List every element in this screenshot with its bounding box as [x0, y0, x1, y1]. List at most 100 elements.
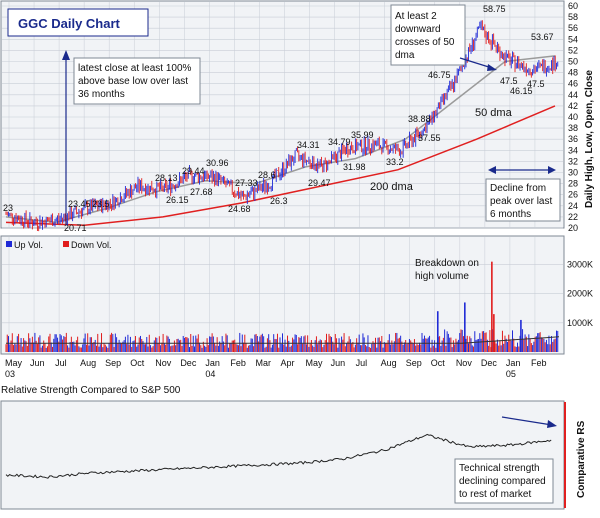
legend-down-label: Down Vol. [71, 240, 112, 250]
rs-note-box [454, 458, 554, 504]
x-tick-label: Jul [55, 358, 67, 368]
cross-note-box [390, 4, 466, 66]
price-y-tick: 56 [568, 23, 578, 33]
price-label-34-79: 34.79 [328, 137, 351, 147]
price-label-28-6: 28.6 [258, 170, 276, 180]
price-label-23: 23 [3, 203, 13, 213]
decline-note-line-2: peak over last [490, 196, 552, 207]
x-tick-label: Oct [130, 358, 145, 368]
x-tick-label: Nov [155, 358, 172, 368]
x-tick-label: Oct [431, 358, 446, 368]
chart-title: GGC Daily Chart [18, 16, 121, 31]
price-label-37-55: 37.55 [418, 133, 441, 143]
legend-up-swatch [6, 241, 12, 247]
x-tick-label: Jan [205, 358, 220, 368]
base-note-box [73, 57, 201, 105]
base-note-line-2: above base low over last [78, 76, 188, 87]
price-label-33-2: 33.2 [386, 157, 404, 167]
price-label-29-47: 29.47 [308, 178, 331, 188]
price-y-tick: 38 [568, 123, 578, 133]
price-label-46-75: 46.75 [428, 70, 451, 80]
cross-arrow-head [487, 64, 497, 71]
x-tick-label: Dec [481, 358, 498, 368]
volume-y-tick: 2000K [567, 289, 593, 299]
legend-down-swatch [63, 241, 69, 247]
volume-bars [5, 261, 560, 352]
x-tick-label: Nov [456, 358, 473, 368]
price-panel [0, 0, 565, 229]
rs-line [5, 433, 552, 479]
price-label-23-45: 23.45 [68, 199, 91, 209]
x-year-label: 05 [506, 369, 516, 379]
price-y-tick: 40 [568, 112, 578, 122]
price-label-28-13: 28.13 [155, 173, 178, 183]
x-tick-label: Mar [255, 358, 271, 368]
price-y-tick: 54 [568, 34, 578, 44]
decline-note-line-3: 6 months [490, 209, 531, 220]
price-label-20-71: 20.71 [64, 223, 87, 233]
price-y-tick: 26 [568, 190, 578, 200]
volume-average-line [6, 336, 560, 344]
price-bars [5, 20, 559, 232]
price-label-29-44: 29.44 [182, 166, 205, 176]
price-label-26-3: 26.3 [270, 196, 288, 206]
cross-note-line-1: At least 2 [395, 11, 437, 22]
volume-y-ticks: 1000K 2000K 3000K [567, 260, 593, 328]
breakdown-note-line-1: Breakdown on [415, 258, 479, 269]
x-year-label: 04 [205, 369, 215, 379]
rs-line-group [5, 433, 552, 479]
legend-up-label: Up Vol. [14, 240, 43, 250]
x-tick-label: Dec [180, 358, 197, 368]
price-y-tick: 44 [568, 90, 578, 100]
x-tick-label: Jun [331, 358, 346, 368]
price-y-tick: 34 [568, 145, 578, 155]
price-y-tick: 50 [568, 57, 578, 67]
price-y-tick: 60 [568, 1, 578, 11]
price-label-23-5: 23.5 [92, 199, 110, 209]
base-note-line-1: latest close at least 100% [78, 63, 192, 74]
price-label-35-99: 35.99 [351, 130, 374, 140]
price-y-tick: 58 [568, 12, 578, 22]
x-axis: May Jun Jul Aug Sep Oct Nov Dec Jan Feb Mar Apr May J… [5, 358, 546, 379]
x-tick-label: Aug [80, 358, 96, 368]
decline-note-box [485, 178, 561, 222]
price-label-31-98: 31.98 [343, 162, 366, 172]
x-tick-label: Sep [406, 358, 422, 368]
cross-note-line-3: crosses of 50 [395, 37, 455, 48]
cross-note-line-2: downward [395, 24, 441, 35]
price-y-tick: 32 [568, 156, 578, 166]
price-y-tick: 28 [568, 179, 578, 189]
rs-note-line-3: to rest of market [459, 489, 531, 500]
price-label-30-96: 30.96 [206, 158, 229, 168]
ma200-label: 200 dma [370, 181, 414, 193]
price-y-tick: 46 [568, 79, 578, 89]
decline-note-line-1: Decline from [490, 183, 546, 194]
x-tick-label: May [5, 358, 23, 368]
price-label-53-67: 53.67 [531, 32, 554, 42]
x-tick-label: Apr [281, 358, 295, 368]
decline-arrow-right-head [548, 166, 556, 174]
price-y-tick: 22 [568, 212, 578, 222]
price-label-58-75: 58.75 [483, 4, 506, 14]
x-tick-label: Jul [356, 358, 368, 368]
base-note-line-3: 36 months [78, 89, 125, 100]
price-y-tick: 20 [568, 223, 578, 233]
price-y-tick: 52 [568, 45, 578, 55]
price-label-38-88: 38.88 [408, 114, 431, 124]
rs-y-label: Comparative RS [576, 420, 587, 498]
title-box [7, 8, 149, 37]
x-tick-label: May [306, 358, 324, 368]
price-labels: 23 20.71 23.45 23.5 28.13 26.15 29.44 27… [3, 4, 554, 233]
price-label-47-5-a: 47.5 [500, 76, 518, 86]
decline-arrow-left-head [488, 166, 496, 174]
volume-y-tick: 3000K [567, 260, 593, 270]
price-label-26-15: 26.15 [166, 195, 189, 205]
price-y-tick: 30 [568, 168, 578, 178]
x-tick-label: Feb [230, 358, 246, 368]
price-label-24-68: 24.68 [228, 204, 251, 214]
price-label-27-33: 27.33 [235, 178, 258, 188]
x-tick-label: Aug [381, 358, 397, 368]
price-y-tick: 48 [568, 68, 578, 78]
